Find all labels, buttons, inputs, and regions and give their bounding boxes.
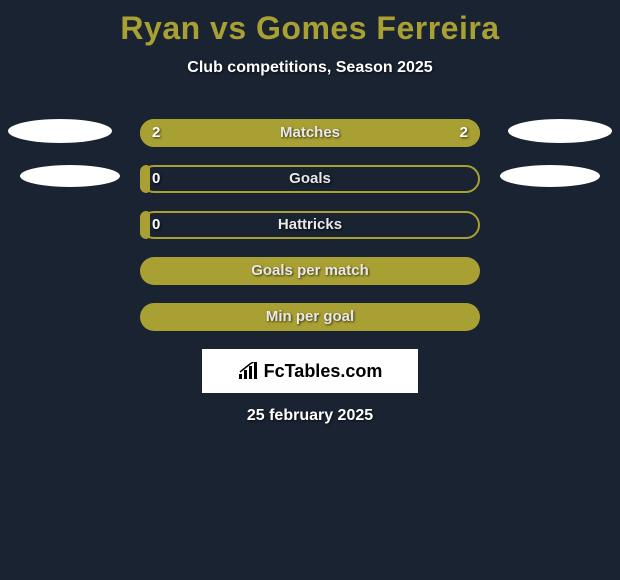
bar-container: 0Hattricks — [140, 211, 480, 239]
bar-fill-right — [310, 119, 480, 147]
left-ellipse — [8, 119, 112, 143]
comparison-rows: 22Matches0Goals0HattricksGoals per match… — [0, 119, 620, 331]
left-value: 2 — [152, 119, 160, 147]
bar-outline — [140, 211, 480, 239]
bar-container: 0Goals — [140, 165, 480, 193]
bar-container: 22Matches — [140, 119, 480, 147]
comparison-row: 22Matches — [0, 119, 620, 147]
bar-outline — [140, 165, 480, 193]
bar-fill-full — [140, 257, 480, 285]
bar-container: Goals per match — [140, 257, 480, 285]
date: 25 february 2025 — [0, 407, 620, 425]
bar-container: Min per goal — [140, 303, 480, 331]
comparison-row: 0Goals — [0, 165, 620, 193]
bar-fill-left — [140, 119, 310, 147]
bar-fill-left — [140, 211, 150, 239]
logo: FcTables.com — [238, 361, 383, 382]
subtitle: Club competitions, Season 2025 — [0, 59, 620, 77]
bar-fill-full — [140, 303, 480, 331]
bar-fill-left — [140, 165, 150, 193]
logo-text: FcTables.com — [264, 361, 383, 382]
left-ellipse — [20, 165, 120, 187]
comparison-row: Goals per match — [0, 257, 620, 285]
right-ellipse — [500, 165, 600, 187]
comparison-row: 0Hattricks — [0, 211, 620, 239]
logo-box: FcTables.com — [202, 349, 418, 393]
right-value: 2 — [460, 119, 468, 147]
left-value: 0 — [152, 165, 160, 193]
right-ellipse — [508, 119, 612, 143]
left-value: 0 — [152, 211, 160, 239]
page-title: Ryan vs Gomes Ferreira — [0, 0, 620, 47]
comparison-row: Min per goal — [0, 303, 620, 331]
chart-icon — [238, 362, 260, 380]
